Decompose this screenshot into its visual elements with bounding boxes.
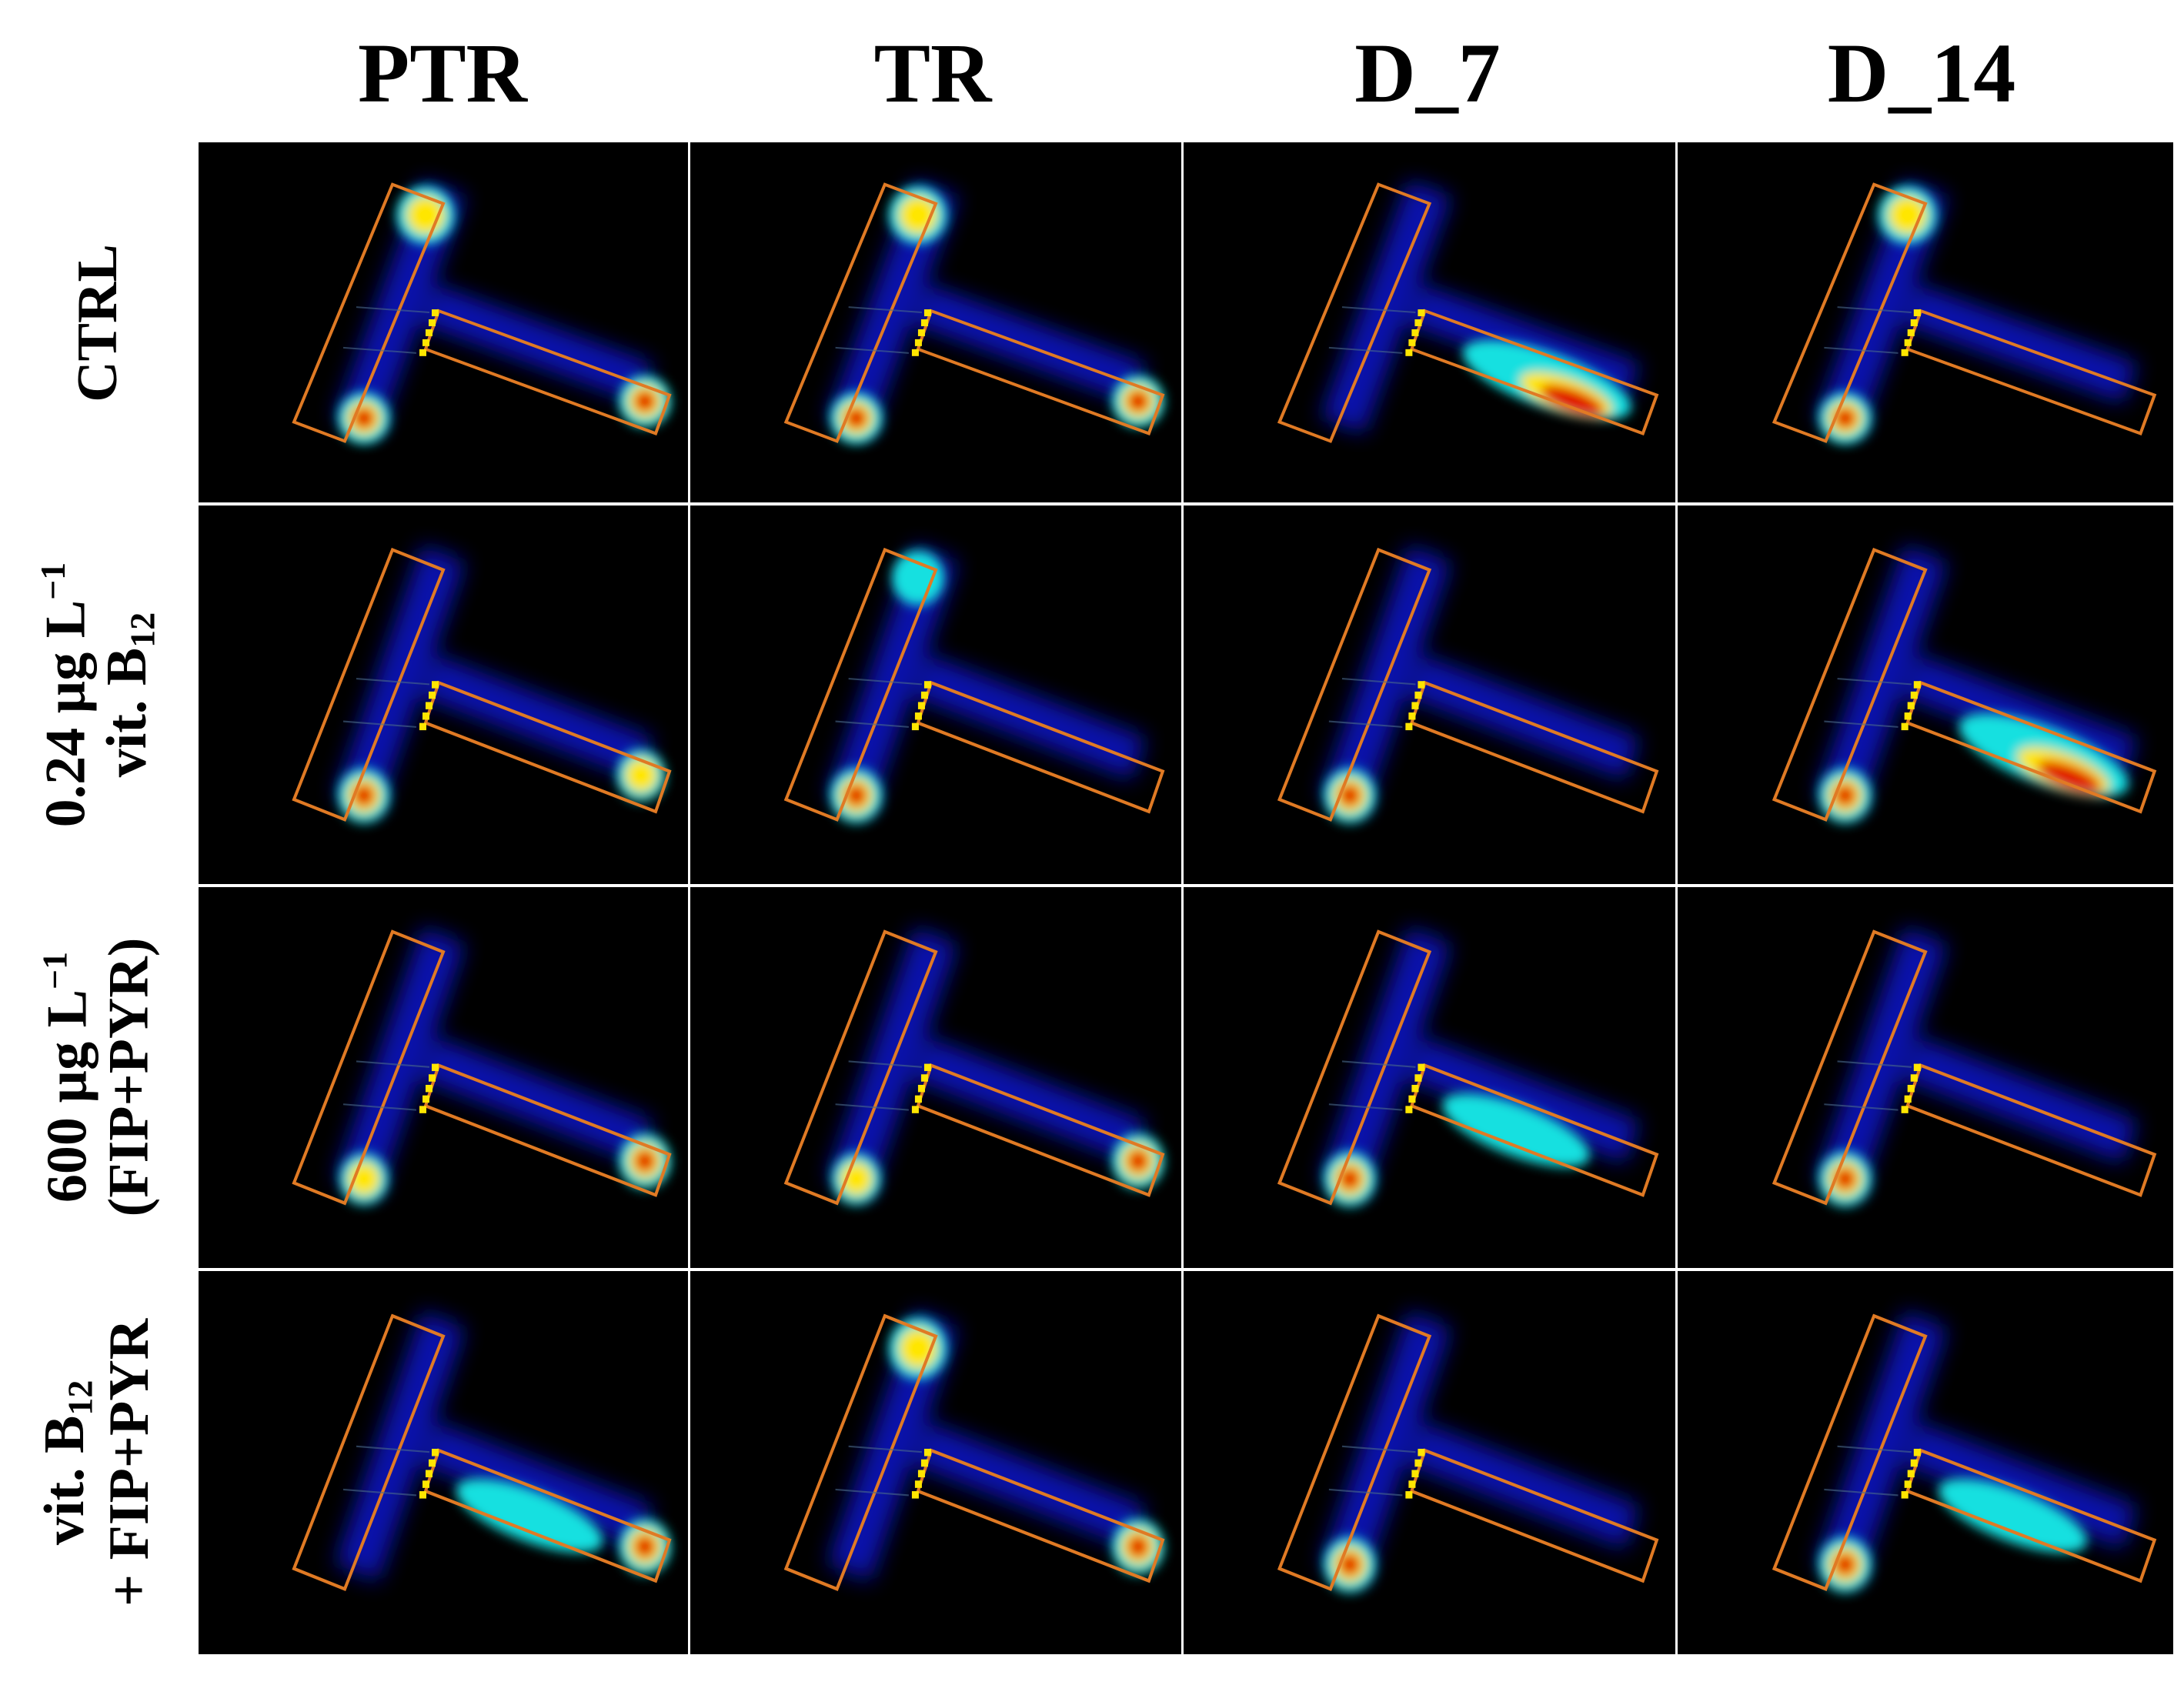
heatmap-panel xyxy=(1678,1271,2173,1654)
column-header-ptr: PTR xyxy=(358,25,527,120)
row-label-line: + FIP+PYR xyxy=(98,1318,162,1607)
row-label-line: vit. B12 xyxy=(95,612,163,778)
heatmap-panel xyxy=(199,1271,688,1654)
heatmap-panel xyxy=(199,506,688,884)
heatmap-panel xyxy=(1184,506,1675,884)
column-header-d14: D_14 xyxy=(1827,25,2016,120)
row-label-fip-pyr: 600 µg L−1 (FIP+PYR) xyxy=(0,887,196,1268)
row-label-ctrl: CTRL xyxy=(0,144,196,502)
heatmap-panel xyxy=(1678,506,2173,884)
heatmap-panel xyxy=(199,887,688,1268)
column-header-d7: D_7 xyxy=(1354,25,1501,120)
heatmap-panel xyxy=(1184,142,1675,502)
row-label-line: CTRL xyxy=(65,243,129,402)
row-label-vitb12-fip-pyr: vit. B12 + FIP+PYR xyxy=(0,1271,196,1654)
heatmap-panel xyxy=(690,142,1181,502)
heatmap-panel xyxy=(690,506,1181,884)
row-label-line: (FIP+PYR) xyxy=(97,938,161,1217)
heatmap-panel xyxy=(1184,1271,1675,1654)
heatmap-panel xyxy=(1678,887,2173,1268)
heatmap-grid xyxy=(199,142,2173,1654)
heatmap-panel xyxy=(199,142,688,502)
row-label-line: vit. B12 xyxy=(33,1380,101,1546)
heatmap-panel xyxy=(690,1271,1181,1654)
row-label-line: 0.24 µg L−1 xyxy=(33,562,98,828)
column-header-tr: TR xyxy=(873,25,992,120)
heatmap-panel xyxy=(1678,142,2173,502)
row-label-vitb12: 0.24 µg L−1 vit. B12 xyxy=(0,506,196,884)
heatmap-panel xyxy=(1184,887,1675,1268)
heatmap-panel xyxy=(690,887,1181,1268)
row-label-line: 600 µg L−1 xyxy=(35,952,99,1203)
